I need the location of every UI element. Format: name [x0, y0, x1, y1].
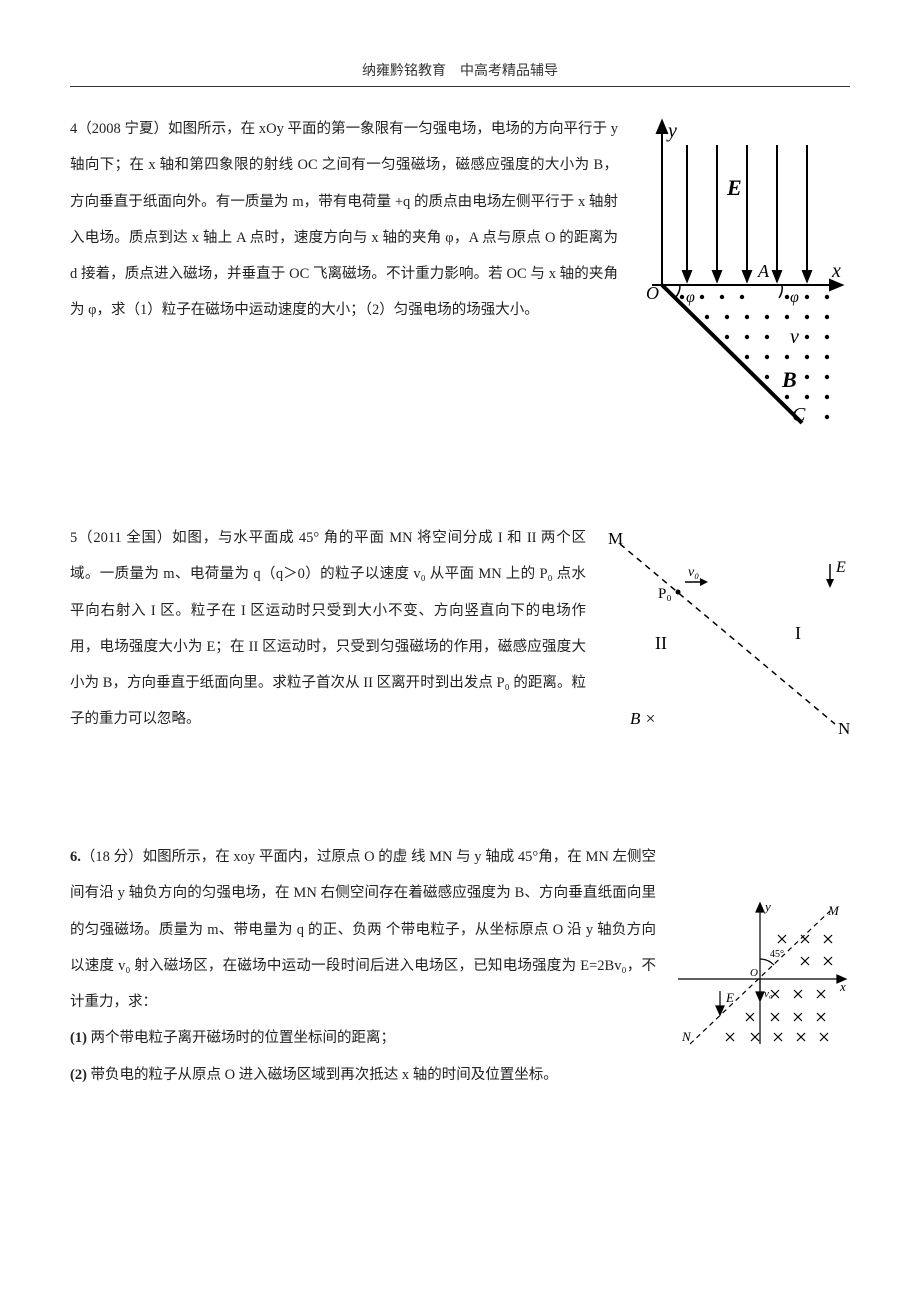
- label-y6: y: [763, 899, 771, 914]
- page-header: 纳雍黔铭教育 中高考精品辅导: [70, 60, 850, 87]
- problem-6-body: 如图所示，在 xoy 平面内，过原点 O 的虚 线 MN 与 y 轴成 45°角…: [70, 849, 656, 1010]
- label-v: v: [790, 326, 799, 348]
- problem-6-q2-text: 带负电的粒子从原点 O 进入磁场区域到再次抵达 x 轴的时间及位置坐标。: [87, 1067, 558, 1083]
- label-v06: v₀: [764, 988, 773, 1000]
- figure-6: y x M N 45° E v₀ O: [670, 899, 850, 1054]
- problem-5-source: （2011 全国）: [77, 530, 172, 546]
- problem-6-number: 6.: [70, 849, 81, 865]
- figure-4: y x E A O φ φ v B C: [632, 115, 850, 430]
- label-M6: M: [827, 903, 840, 918]
- figure-5: M N P₀ v₀ E I II B ×: [600, 524, 850, 749]
- label-angle6: 45°: [770, 949, 784, 960]
- label-P0: P₀: [658, 586, 672, 602]
- label-N6: N: [681, 1029, 692, 1044]
- problem-6-points: （18 分）: [81, 849, 143, 865]
- problem-6-q1-label: (1): [70, 1030, 87, 1046]
- label-A: A: [757, 261, 770, 281]
- label-II: II: [655, 633, 667, 653]
- label-C: C: [792, 404, 806, 425]
- label-x6: x: [839, 979, 846, 994]
- label-O: O: [646, 283, 659, 303]
- label-M: M: [608, 529, 623, 548]
- label-v0: v₀: [688, 565, 699, 580]
- label-I: I: [795, 623, 801, 643]
- label-y: y: [666, 120, 677, 142]
- label-B: B ×: [630, 709, 656, 728]
- problem-6: y x M N 45° E v₀ O 6.（18 分）如图所示，在 xoy 平面…: [70, 839, 850, 1093]
- problem-4-source: （2008 宁夏）: [77, 121, 168, 137]
- problem-5-body: 如图，与水平面成 45° 角的平面 MN 将空间分成 I 和 II 两个区域。一…: [70, 530, 586, 727]
- label-phi2: φ: [790, 289, 799, 306]
- problem-6-q2-label: (2): [70, 1067, 87, 1083]
- page-container: 纳雍黔铭教育 中高考精品辅导: [0, 0, 920, 1173]
- label-E6: E: [725, 990, 734, 1005]
- problem-4: y x E A O φ φ v B C 4（2008 宁夏）如图所示，在 xOy…: [70, 111, 850, 430]
- label-O6: O: [750, 967, 758, 979]
- problem-6-q2: (2) 带负电的粒子从原点 O 进入磁场区域到再次抵达 x 轴的时间及位置坐标。: [70, 1057, 850, 1093]
- label-E: E: [835, 559, 846, 576]
- problem-5: M N P₀ v₀ E I II B × 5（2011 全国）如图，与水平面成 …: [70, 520, 850, 749]
- problem-4-body: 如图所示，在 xOy 平面的第一象限有一匀强电场，电场的方向平行于 y 轴向下；…: [70, 121, 618, 318]
- problem-6-q1-text: 两个带电粒子离开磁场时的位置坐标间的距离；: [87, 1030, 395, 1046]
- label-E: E: [726, 175, 742, 200]
- label-phi1: φ: [686, 289, 695, 306]
- label-x: x: [831, 260, 841, 282]
- label-N: N: [838, 719, 850, 738]
- label-B: B: [781, 367, 797, 392]
